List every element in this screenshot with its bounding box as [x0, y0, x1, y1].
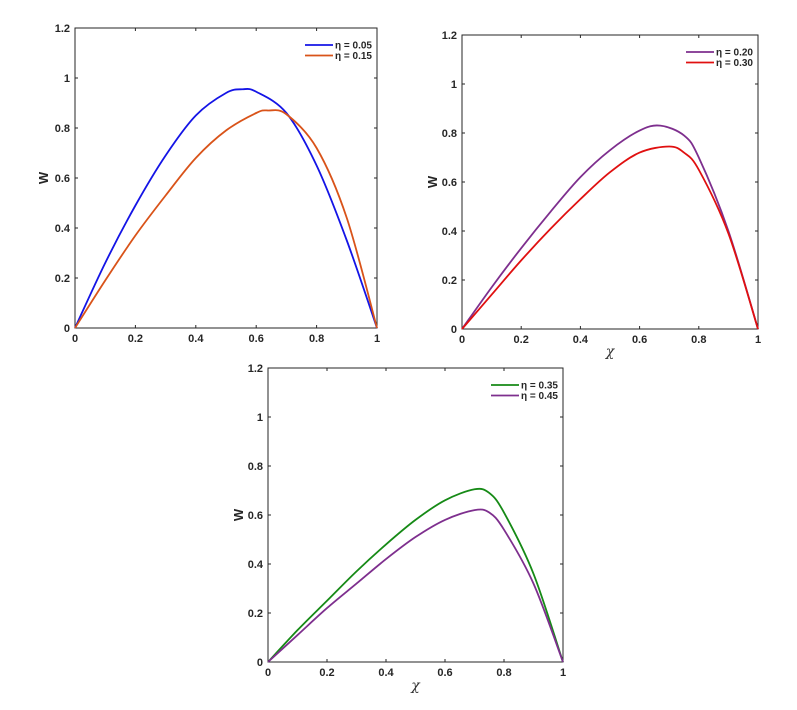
x-axis-label: χ	[410, 678, 421, 694]
y-tick-label: 0	[64, 323, 70, 335]
legend-label: η = 0.20	[716, 48, 753, 59]
series-line-2	[267, 508, 564, 663]
y-tick-label: 0.2	[248, 608, 263, 620]
y-tick-label: 1	[257, 412, 263, 424]
x-tick-label: 1	[560, 667, 566, 679]
y-tick-label: 1	[451, 79, 457, 91]
subplot-2: 0 0.2 0.4 0.6 0.8 1 0 0.2 0.4 0.6 0.8 1 1.2 Wχ η = 0.2…	[425, 30, 761, 360]
x-tick-label: 1	[755, 334, 761, 346]
x-tick-label: 0.6	[249, 333, 264, 345]
series-line-2	[74, 109, 378, 329]
x-tick-label: 1	[374, 333, 380, 345]
subplot-3: 0 0.2 0.4 0.6 0.8 1 0 0.2 0.4 0.6 0.8 1 1.2 Wχ η = 0.3…	[231, 363, 566, 694]
y-tick-label: 1.2	[442, 30, 457, 42]
y-tick-label: 0	[451, 324, 457, 336]
x-tick-label: 0	[459, 334, 465, 346]
plot-area	[74, 27, 378, 329]
series-line-1	[267, 487, 564, 663]
y-axis-label: W	[425, 175, 440, 188]
x-tick-label: 0.8	[309, 333, 324, 345]
x-tick-label: 0.6	[437, 667, 452, 679]
y-tick-label: 0.6	[248, 510, 263, 522]
series-line-1	[74, 88, 378, 329]
y-tick-label: 0	[257, 657, 263, 669]
x-tick-label: 0.8	[691, 334, 706, 346]
x-tick-label: 0.2	[514, 334, 529, 346]
plot-area	[461, 34, 759, 330]
y-tick-label: 0.4	[248, 559, 264, 571]
series-line-1	[461, 124, 759, 330]
legend-label: η = 0.45	[521, 391, 558, 402]
y-tick-label: 1	[64, 73, 70, 85]
y-tick-label: 1.2	[55, 23, 70, 35]
legend-label: η = 0.05	[335, 41, 372, 52]
legend-label: η = 0.30	[716, 58, 753, 69]
series-line-2	[461, 145, 759, 330]
y-tick-label: 0.6	[55, 173, 70, 185]
x-tick-label: 0.2	[128, 333, 143, 345]
x-tick-label: 0	[265, 667, 271, 679]
x-tick-label: 0.2	[319, 667, 334, 679]
x-axis-label: χ	[605, 344, 616, 360]
x-tick-label: 0.8	[496, 667, 511, 679]
y-tick-label: 0.8	[442, 128, 457, 140]
x-tick-label: 0.4	[188, 333, 204, 345]
x-tick-label: 0	[72, 333, 78, 345]
plot-area	[267, 367, 564, 663]
y-tick-label: 0.8	[248, 461, 263, 473]
y-axis-label: W	[36, 171, 51, 184]
x-tick-label: 0.6	[632, 334, 647, 346]
subplot-1: 0 0.2 0.4 0.6 0.8 1 0 0.2 0.4 0.6 0.8 1 1.2 Wη = 0.05…	[36, 23, 380, 345]
legend-label: η = 0.35	[521, 381, 558, 392]
y-axis-label: W	[231, 508, 246, 521]
y-tick-label: 0.4	[55, 223, 71, 235]
y-tick-label: 0.2	[55, 273, 70, 285]
y-tick-label: 1.2	[248, 363, 263, 375]
y-tick-label: 0.8	[55, 123, 70, 135]
y-tick-label: 0.2	[442, 275, 457, 287]
x-tick-label: 0.4	[573, 334, 589, 346]
y-tick-label: 0.4	[442, 226, 458, 238]
x-tick-label: 0.4	[378, 667, 394, 679]
legend-label: η = 0.15	[335, 51, 372, 62]
y-tick-label: 0.6	[442, 177, 457, 189]
